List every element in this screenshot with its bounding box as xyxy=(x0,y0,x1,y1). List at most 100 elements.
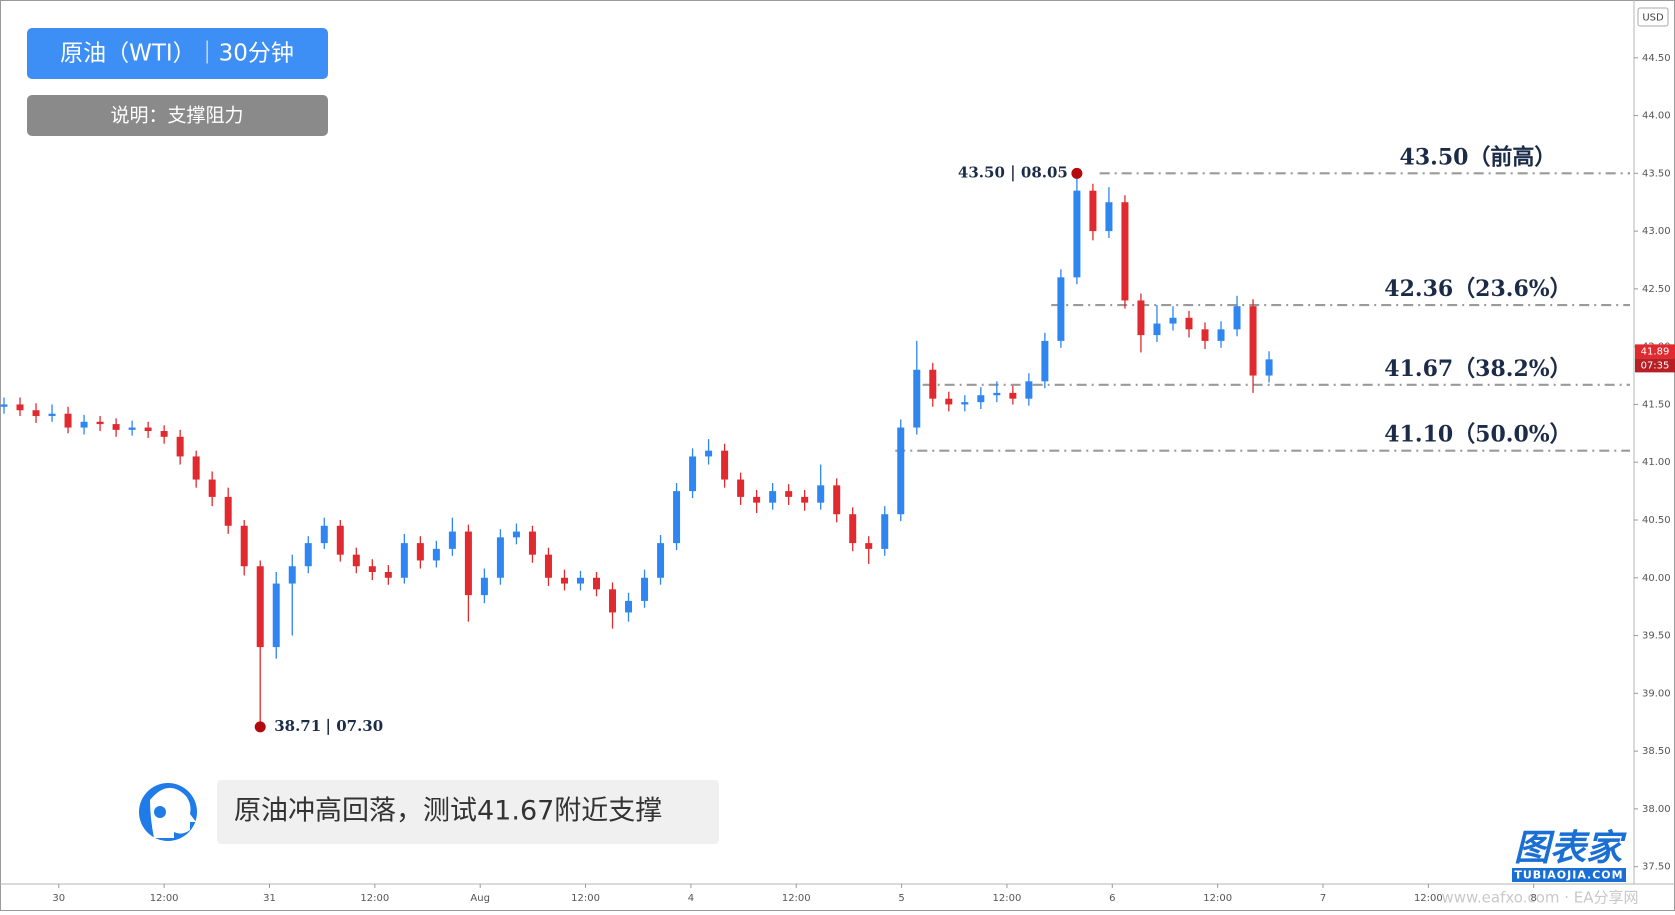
candle-body xyxy=(240,525,248,567)
extreme-time: 08.05 xyxy=(1021,163,1068,181)
x-tick-label: Aug xyxy=(470,893,490,904)
candle-body xyxy=(1089,190,1097,232)
extreme-point xyxy=(254,721,266,733)
candle-body xyxy=(256,566,264,648)
x-tick-label: 31 xyxy=(263,893,276,904)
candle-body xyxy=(881,514,889,549)
x-tick-label: 12:00 xyxy=(360,893,389,904)
title-box xyxy=(27,28,328,79)
y-tick-label: 44.50 xyxy=(1642,53,1671,64)
x-tick-label: 4 xyxy=(688,893,694,904)
candle-body xyxy=(689,456,697,492)
candle-body xyxy=(576,577,584,584)
candle-body xyxy=(1105,202,1113,232)
candle-body xyxy=(192,456,200,480)
candle-body xyxy=(673,491,681,544)
y-tick-label: 39.00 xyxy=(1642,688,1671,699)
candle-body xyxy=(480,577,488,596)
y-tick-label: 43.00 xyxy=(1642,226,1671,237)
candle-body xyxy=(929,369,937,399)
logo-bar xyxy=(1512,868,1626,882)
candle-body xyxy=(1185,317,1193,330)
candle-body xyxy=(160,431,168,437)
level-label: 42.36（23.6%） xyxy=(1384,276,1571,302)
x-tick-label: 6 xyxy=(1109,893,1115,904)
candle-body xyxy=(464,531,472,596)
candle-body xyxy=(336,525,344,555)
y-tick-label: 42.50 xyxy=(1642,284,1671,295)
candle-body xyxy=(1217,329,1225,341)
candle-body xyxy=(785,491,793,497)
x-tick-label: 12:00 xyxy=(993,893,1022,904)
candle-body xyxy=(657,543,665,578)
candle-body xyxy=(801,496,809,503)
logo-site: TUBIAOJIA.COM xyxy=(1514,869,1623,882)
candle-body xyxy=(609,589,617,613)
candle-body xyxy=(416,543,424,561)
candle-body xyxy=(1233,306,1241,330)
candle-body xyxy=(320,525,328,544)
candle-body xyxy=(128,427,136,430)
candle-body xyxy=(913,369,921,428)
candle-body xyxy=(208,479,216,497)
candle-body xyxy=(496,537,504,578)
candle-body xyxy=(1073,190,1081,278)
candle-body xyxy=(224,496,232,526)
candle-body xyxy=(400,543,408,578)
candle-body xyxy=(592,577,600,590)
extreme-value: 43.50 xyxy=(958,163,1005,181)
candle-body xyxy=(16,404,24,411)
extreme-point xyxy=(1071,167,1083,179)
y-tick-label: 37.50 xyxy=(1642,862,1671,873)
candle-body xyxy=(625,600,633,613)
title: 原油（WTI）｜30分钟 xyxy=(60,41,294,67)
candle-body xyxy=(48,413,56,416)
candle-body xyxy=(96,421,104,425)
last-price: 41.89 xyxy=(1641,346,1670,357)
candle-body xyxy=(528,531,536,555)
x-tick-label: 8 xyxy=(1531,893,1537,904)
y-tick-label: 40.00 xyxy=(1642,573,1671,584)
subtitle-box xyxy=(27,95,328,136)
x-tick-label: 12:00 xyxy=(150,893,179,904)
currency-box xyxy=(1637,7,1669,27)
candle-body xyxy=(705,450,713,457)
level-label: 41.67（38.2%） xyxy=(1384,356,1571,382)
last-price-box xyxy=(1635,344,1675,359)
y-tick-label: 41.50 xyxy=(1642,399,1671,410)
y-tick-label: 43.50 xyxy=(1642,168,1671,179)
candle-body xyxy=(753,496,761,503)
note-box xyxy=(217,780,719,844)
x-tick-label: 12:00 xyxy=(782,893,811,904)
candle-body xyxy=(897,427,905,515)
candle-body xyxy=(432,548,440,561)
candle-body xyxy=(737,479,745,497)
candle-body xyxy=(1009,392,1017,399)
watermark: www.eafxo.com · EA分享网 xyxy=(1441,889,1638,907)
y-tick-label: 40.50 xyxy=(1642,515,1671,526)
x-tick-label: 7 xyxy=(1320,893,1326,904)
extreme-time: 07.30 xyxy=(336,717,383,735)
candle-body xyxy=(1137,300,1145,336)
candle-body xyxy=(368,566,376,572)
candle-body xyxy=(1041,340,1049,382)
x-tick-label: 30 xyxy=(52,893,65,904)
candle-body xyxy=(1249,306,1257,376)
y-tick-label: 39.50 xyxy=(1642,631,1671,642)
candle-body xyxy=(272,583,280,648)
candle-body xyxy=(1121,202,1129,301)
y-tick-label: 44.00 xyxy=(1642,111,1671,122)
y-tick-label: 41.00 xyxy=(1642,457,1671,468)
candle-body xyxy=(993,392,1001,396)
candle-body xyxy=(769,491,777,503)
candle-body xyxy=(817,485,825,503)
x-tick-label: 12:00 xyxy=(571,893,600,904)
candle-body xyxy=(384,572,392,578)
plot: 43.50（前高） 42.36（23.6%） 41.67（38.2%） 41.10（5… xyxy=(0,144,1630,735)
candle-body xyxy=(112,424,120,430)
candle-body xyxy=(64,413,72,428)
last-time: 07:35 xyxy=(1641,360,1670,371)
candle-body xyxy=(304,543,312,567)
